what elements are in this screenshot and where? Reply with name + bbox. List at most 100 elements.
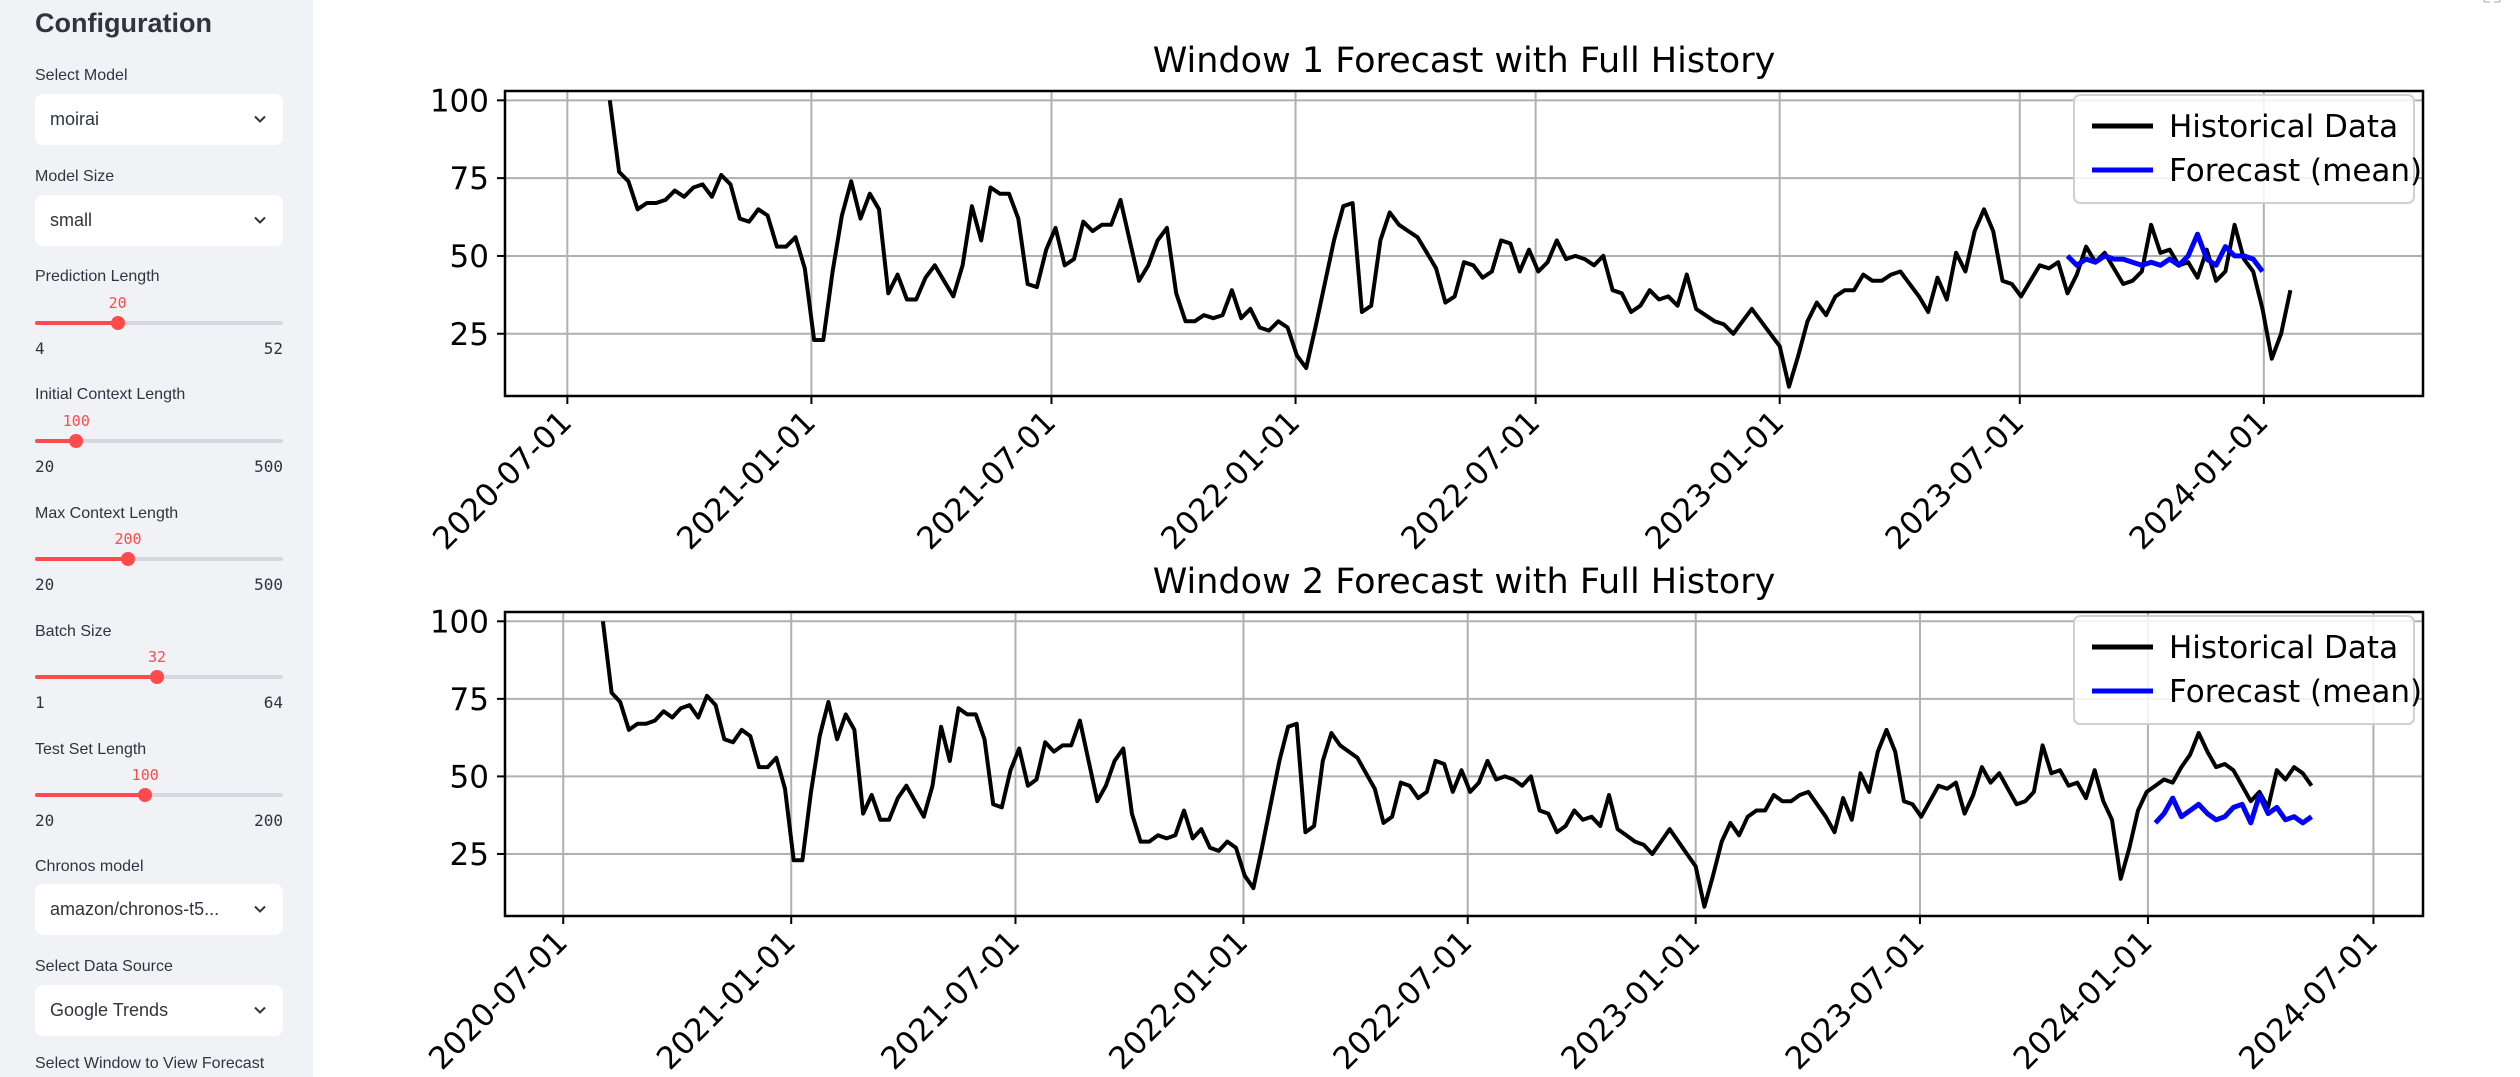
- forecast-charts: Window 1 Forecast with Full History 25 50 7…: [422, 41, 2425, 1077]
- x-tick-label: 2022-01-01: [1102, 924, 1255, 1077]
- chronos-model-label: Chronos model: [35, 858, 144, 875]
- x-tick-label: 2021-07-01: [910, 404, 1063, 557]
- x-tick-label: 2022-07-01: [1327, 924, 1480, 1077]
- y-tick-label: 75: [450, 161, 489, 197]
- legend-label: Historical Data: [2169, 109, 2398, 145]
- y-tick-label: 100: [430, 83, 489, 119]
- fullscreen-icon[interactable]: [2478, 0, 2506, 12]
- x-tick-label: 2021-01-01: [650, 924, 803, 1077]
- model-size-dropdown[interactable]: small: [35, 195, 283, 246]
- x-tick-label: 2020-07-01: [422, 924, 575, 1077]
- data-source-label: Select Data Source: [35, 958, 173, 975]
- max-context-length-slider[interactable]: 200 20 500: [35, 530, 283, 594]
- chart-2: Window 2 Forecast with Full History 25 50 7…: [422, 562, 2425, 1077]
- data-source-dropdown[interactable]: Google Trends: [35, 985, 283, 1036]
- x-tick-label: 2024-07-01: [2232, 924, 2385, 1077]
- x-tick-label: 2021-07-01: [874, 924, 1027, 1077]
- initial-context-length-label: Initial Context Length: [35, 386, 186, 403]
- prediction-length-label: Prediction Length: [35, 268, 160, 285]
- chevron-down-icon: [254, 1006, 266, 1014]
- series-forecast-mean: [2065, 231, 2265, 274]
- series-forecast-mean: [2153, 792, 2313, 826]
- slider-min: 20: [35, 811, 55, 830]
- test-set-length-slider[interactable]: 100 20 200: [35, 766, 283, 830]
- window-select-label: Select Window to View Forecast: [35, 1055, 265, 1072]
- y-tick-label: 75: [450, 682, 489, 718]
- plot-frame: [503, 89, 2425, 398]
- sidebar: Configuration Select Model moirai Model …: [0, 0, 313, 1077]
- legend-box: [2073, 94, 2415, 204]
- sidebar-title: Configuration: [35, 8, 212, 38]
- legend-label: Forecast (mean): [2169, 153, 2422, 189]
- initial-context-length-slider[interactable]: 100 20 500: [35, 412, 283, 476]
- chart-1: Window 1 Forecast with Full History 25 50 7…: [426, 41, 2425, 557]
- model-size-label: Model Size: [35, 168, 115, 185]
- batch-size-label: Batch Size: [35, 623, 112, 640]
- slider-fill: [35, 675, 158, 679]
- x-tick-label: 2020-07-01: [426, 404, 579, 557]
- series-historical-data: [607, 100, 2293, 389]
- slider-fill: [35, 793, 146, 797]
- legend-label: Forecast (mean): [2169, 674, 2422, 710]
- slider-min: 20: [35, 575, 55, 594]
- slider-thumb[interactable]: [138, 788, 153, 802]
- slider-thumb[interactable]: [121, 552, 135, 566]
- slider-min: 4: [35, 339, 45, 358]
- slider-max: 500: [254, 457, 283, 476]
- plot-frame: [503, 610, 2425, 918]
- x-tick-label: 2023-07-01: [1879, 404, 2032, 557]
- select-model-label: Select Model: [35, 67, 128, 84]
- y-tick-label: 50: [450, 759, 489, 795]
- legend: Historical Data Forecast (mean): [2073, 94, 2422, 204]
- x-tick-label: 2023-01-01: [1554, 924, 1707, 1077]
- slider-min: 1: [35, 693, 45, 712]
- slider-thumb[interactable]: [150, 670, 165, 684]
- main-content: Window 1 Forecast with Full History 25 50 7…: [313, 0, 2520, 1077]
- chronos-model-dropdown[interactable]: amazon/chronos-t5...: [35, 884, 283, 935]
- max-context-length-label: Max Context Length: [35, 505, 179, 522]
- x-tick-label: 2023-07-01: [1779, 924, 1932, 1077]
- slider-thumb[interactable]: [110, 316, 125, 330]
- slider-track: [35, 439, 283, 443]
- batch-size-slider[interactable]: 32 1 64: [35, 648, 283, 712]
- x-tick-label: 2022-07-01: [1394, 404, 1547, 557]
- slider-thumb[interactable]: [69, 434, 84, 448]
- series-historical-data: [600, 621, 2314, 909]
- slider-current-value: 100: [131, 766, 159, 784]
- test-set-length-label: Test Set Length: [35, 741, 147, 758]
- slider-current-value: 32: [148, 648, 167, 666]
- select-model-dropdown[interactable]: moirai: [35, 94, 283, 145]
- slider-current-value: 200: [114, 530, 142, 548]
- legend-label: Historical Data: [2169, 630, 2398, 666]
- x-tick-label: 2024-01-01: [2123, 404, 2276, 557]
- select-model-value: moirai: [50, 109, 100, 129]
- y-tick-label: 50: [450, 239, 489, 275]
- slider-track: [35, 793, 283, 797]
- slider-track: [35, 321, 283, 325]
- data-source-value: Google Trends: [50, 1000, 169, 1020]
- slider-fill: [35, 439, 77, 443]
- x-tick-label: 2023-01-01: [1638, 404, 1791, 557]
- slider-max: 500: [254, 575, 283, 594]
- slider-max: 64: [263, 693, 283, 712]
- slider-max: 200: [254, 811, 283, 830]
- slider-track: [35, 557, 283, 561]
- slider-fill: [35, 321, 118, 325]
- chevron-down-icon: [254, 905, 266, 913]
- x-tick-label: 2021-01-01: [670, 404, 823, 557]
- y-tick-label: 25: [450, 317, 489, 353]
- chart-title: Window 1 Forecast with Full History: [1153, 41, 1776, 81]
- legend: Historical Data Forecast (mean): [2073, 615, 2422, 725]
- slider-fill: [35, 557, 128, 561]
- slider-max: 52: [263, 339, 283, 358]
- chronos-model-value: amazon/chronos-t5...: [50, 899, 220, 919]
- chevron-down-icon: [254, 216, 266, 224]
- slider-current-value: 20: [108, 294, 127, 312]
- y-tick-label: 100: [430, 604, 489, 640]
- chart-title: Window 2 Forecast with Full History: [1153, 562, 1776, 602]
- prediction-length-slider[interactable]: 20 4 52: [35, 294, 283, 358]
- slider-current-value: 100: [62, 412, 90, 430]
- y-tick-label: 25: [450, 837, 489, 873]
- model-size-value: small: [50, 210, 93, 230]
- chevron-down-icon: [254, 115, 266, 123]
